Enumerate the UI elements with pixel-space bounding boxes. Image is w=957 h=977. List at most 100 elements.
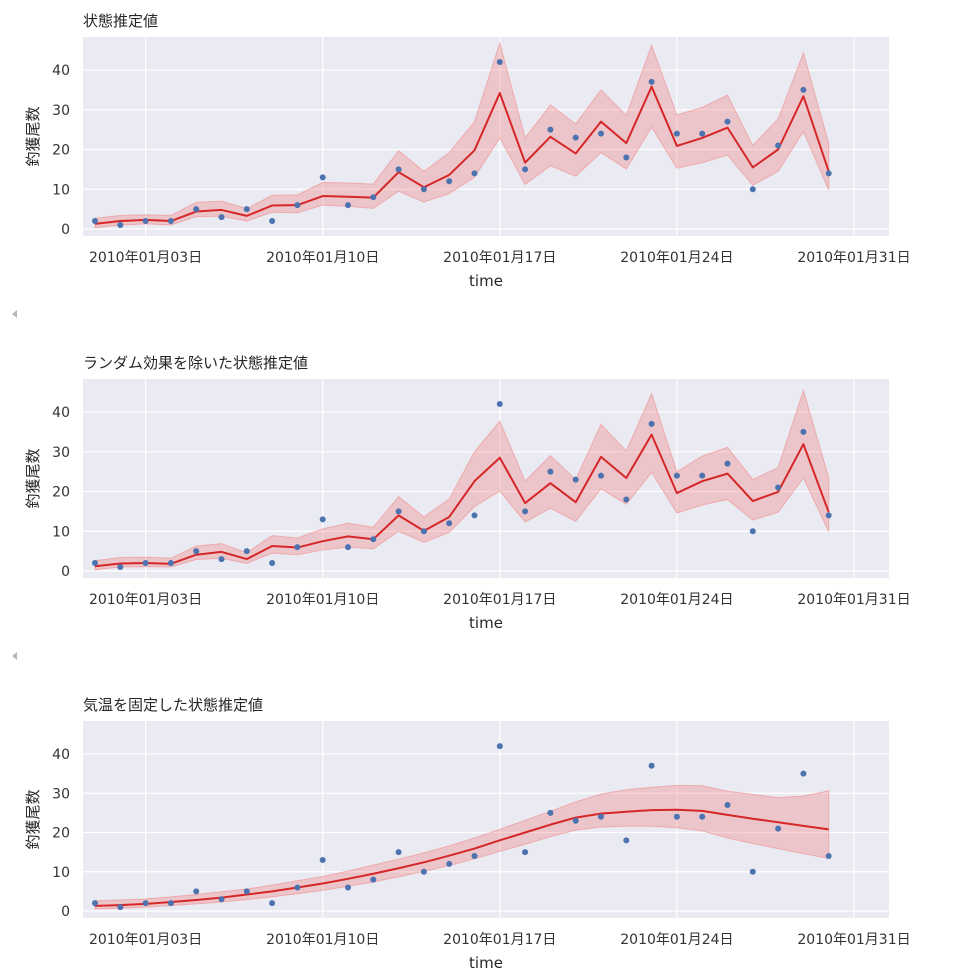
chart-panel-3: 0 10 20 30 40 2010年01月03日 2010年01月10日 2010年01月1… — [0, 684, 957, 977]
confidence-band — [94, 388, 830, 571]
observed-point — [471, 853, 478, 860]
observed-point — [269, 218, 276, 225]
observed-point — [724, 460, 731, 467]
observed-point — [724, 118, 731, 125]
confidence-band — [94, 41, 830, 229]
observed-point — [319, 516, 326, 523]
observed-point — [142, 218, 149, 225]
estimate-line — [94, 433, 830, 568]
collapse-arrow-icon[interactable] — [12, 652, 17, 660]
observed-point — [775, 484, 782, 491]
observed-point — [117, 564, 124, 571]
y-tick-label: 0 — [61, 222, 70, 238]
observed-point — [673, 130, 680, 137]
observed-point — [345, 544, 351, 551]
collapse-arrow-icon[interactable] — [12, 310, 17, 318]
observed-point — [598, 472, 604, 479]
x-tick-label: 2010年01月03日 — [89, 932, 202, 948]
y-tick-label: 10 — [52, 182, 70, 198]
y-tick-label: 30 — [52, 103, 70, 119]
x-tick-label: 2010年01月24日 — [620, 250, 733, 266]
observed-point — [92, 218, 98, 225]
x-tick-label: 2010年01月17日 — [443, 932, 556, 948]
chart-panel-1: 0 10 20 30 40 2010年01月03日 2010年01月10日 2010年01月1… — [0, 0, 957, 300]
observed-point — [193, 206, 200, 213]
x-axis-label: time — [469, 272, 503, 290]
observed-point — [395, 166, 402, 173]
observed-point — [92, 900, 98, 907]
observed-point — [471, 170, 478, 177]
observed-point — [319, 856, 326, 863]
y-tick-label: 10 — [52, 524, 70, 540]
observed-point — [294, 202, 301, 209]
observed-point — [825, 170, 832, 177]
observed-point — [218, 556, 225, 563]
observed-point — [572, 476, 579, 483]
chart-title: 状態推定値 — [83, 12, 158, 30]
y-tick-label: 40 — [52, 63, 70, 79]
y-tick-label: 20 — [52, 826, 70, 842]
observed-point — [572, 134, 579, 141]
chart-panel-2: 0 10 20 30 40 2010年01月03日 2010年01月10日 2010年01月1… — [0, 342, 957, 642]
observed-point — [749, 868, 756, 875]
x-tick-label: 2010年01月24日 — [620, 592, 733, 608]
observed-point — [370, 536, 377, 543]
x-tick-label: 2010年01月31日 — [797, 592, 910, 608]
observed-point — [167, 560, 174, 567]
y-tick-label: 10 — [52, 865, 70, 881]
observed-point — [117, 904, 124, 911]
observed-point — [193, 548, 200, 555]
observed-point — [800, 86, 807, 93]
y-axis-label: 釣獲尾数 — [24, 448, 42, 508]
observed-point — [800, 770, 807, 777]
observed-point — [724, 802, 731, 809]
x-tick-label: 2010年01月10日 — [266, 250, 379, 266]
y-tick-label: 40 — [52, 405, 70, 421]
y-tick-label: 40 — [52, 747, 70, 763]
observed-point — [648, 420, 655, 427]
observed-point — [547, 809, 554, 816]
observed-point — [167, 218, 174, 225]
observed-point — [420, 868, 427, 875]
observed-point — [496, 401, 503, 408]
observed-point — [496, 743, 503, 750]
observed-point — [319, 174, 326, 181]
observed-point — [395, 508, 402, 515]
observed-point — [294, 544, 301, 551]
observed-point — [623, 837, 630, 844]
observed-point — [699, 813, 706, 820]
observed-point — [623, 496, 630, 503]
observed-point — [522, 508, 529, 515]
observed-point — [775, 142, 782, 149]
y-tick-label: 30 — [52, 445, 70, 461]
observed-point — [673, 813, 680, 820]
x-tick-label: 2010年01月03日 — [89, 250, 202, 266]
observed-point — [825, 853, 832, 860]
observed-point — [572, 817, 579, 824]
observed-point — [420, 528, 427, 535]
observed-point — [370, 876, 377, 883]
observed-point — [243, 548, 250, 555]
observed-point — [167, 900, 174, 907]
observed-point — [673, 472, 680, 479]
observed-point — [623, 154, 630, 161]
x-tick-label: 2010年01月24日 — [620, 932, 733, 948]
observed-point — [218, 896, 225, 903]
chart-state-estimate: 0 10 20 30 40 2010年01月03日 2010年01月10日 2010年01月1… — [24, 12, 911, 290]
observed-point — [243, 888, 250, 895]
observed-point — [749, 186, 756, 193]
observed-point — [395, 849, 402, 856]
x-tick-label: 2010年01月31日 — [797, 932, 910, 948]
y-tick-label: 30 — [52, 786, 70, 802]
observed-point — [294, 884, 301, 891]
observed-point — [370, 194, 377, 201]
observed-point — [699, 472, 706, 479]
observed-point — [825, 512, 832, 519]
observed-point — [117, 222, 124, 229]
estimate-line — [94, 808, 829, 907]
observed-point — [522, 166, 529, 173]
x-tick-label: 2010年01月31日 — [797, 250, 910, 266]
observed-point — [471, 512, 478, 519]
chart-state-estimate-fixed-temperature: 0 10 20 30 40 2010年01月03日 2010年01月10日 2010年01月1… — [24, 696, 911, 972]
y-axis-label: 釣獲尾数 — [24, 106, 42, 166]
